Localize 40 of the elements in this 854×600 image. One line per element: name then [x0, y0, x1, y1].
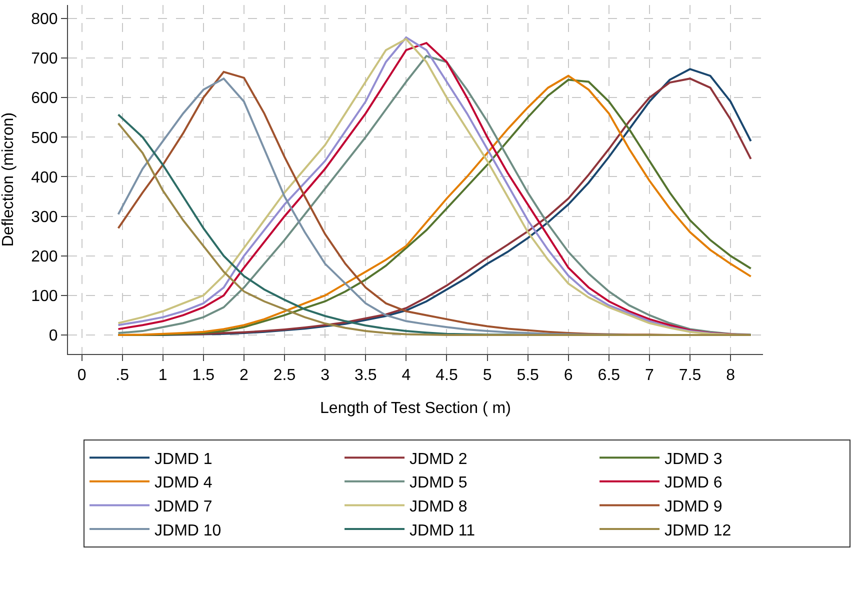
x-tick-label: 5	[482, 367, 492, 384]
y-tick-label: 100	[31, 288, 58, 306]
y-tick-label: 200	[31, 248, 58, 266]
y-tick-label: 600	[31, 90, 58, 108]
x-tick-label: .5	[116, 367, 130, 384]
legend-label: JDMD 9	[664, 498, 722, 516]
legend-label: JDMD 8	[410, 498, 468, 516]
legend-label: JDMD 1	[154, 450, 212, 468]
x-tick-label: 2	[240, 367, 249, 384]
x-tick-label: 1.5	[192, 367, 215, 384]
y-tick-label: 500	[31, 130, 58, 147]
legend-label: JDMD 4	[154, 474, 212, 492]
x-tick-label: 4.5	[436, 367, 458, 384]
x-tick-label: 3.5	[354, 367, 377, 384]
legend-label: JDMD 7	[154, 498, 212, 516]
x-tick-label: 7	[645, 367, 654, 384]
x-tick-label: 4	[402, 367, 411, 384]
x-tick-label: 0	[77, 367, 86, 384]
legend-label: JDMD 2	[410, 450, 468, 468]
x-tick-label: 1	[158, 367, 168, 384]
x-tick-label: 7.5	[678, 367, 702, 384]
x-tick-label: 3	[320, 367, 330, 384]
y-tick-label: 300	[31, 208, 58, 226]
x-axis-title: Length of Test Section ( m)	[320, 400, 511, 417]
y-tick-label: 800	[31, 11, 58, 28]
y-tick-label: 400	[31, 169, 58, 186]
legend-label: JDMD 5	[410, 474, 468, 492]
y-axis-title: Deflection (micron)	[0, 112, 17, 247]
x-tick-label: 6.5	[598, 367, 620, 384]
y-tick-label: 0	[48, 328, 58, 345]
y-tick-label: 700	[31, 50, 58, 68]
legend-label: JDMD 3	[664, 450, 722, 468]
x-tick-label: 6	[564, 367, 573, 384]
x-tick-label: 8	[726, 367, 736, 384]
legend-label: JDMD 6	[664, 474, 722, 492]
legend-label: JDMD 12	[664, 522, 732, 540]
x-tick-label: 5.5	[516, 367, 540, 384]
x-tick-label: 2.5	[273, 367, 296, 384]
legend-label: JDMD 10	[154, 522, 222, 540]
legend-label: JDMD 11	[410, 522, 476, 540]
